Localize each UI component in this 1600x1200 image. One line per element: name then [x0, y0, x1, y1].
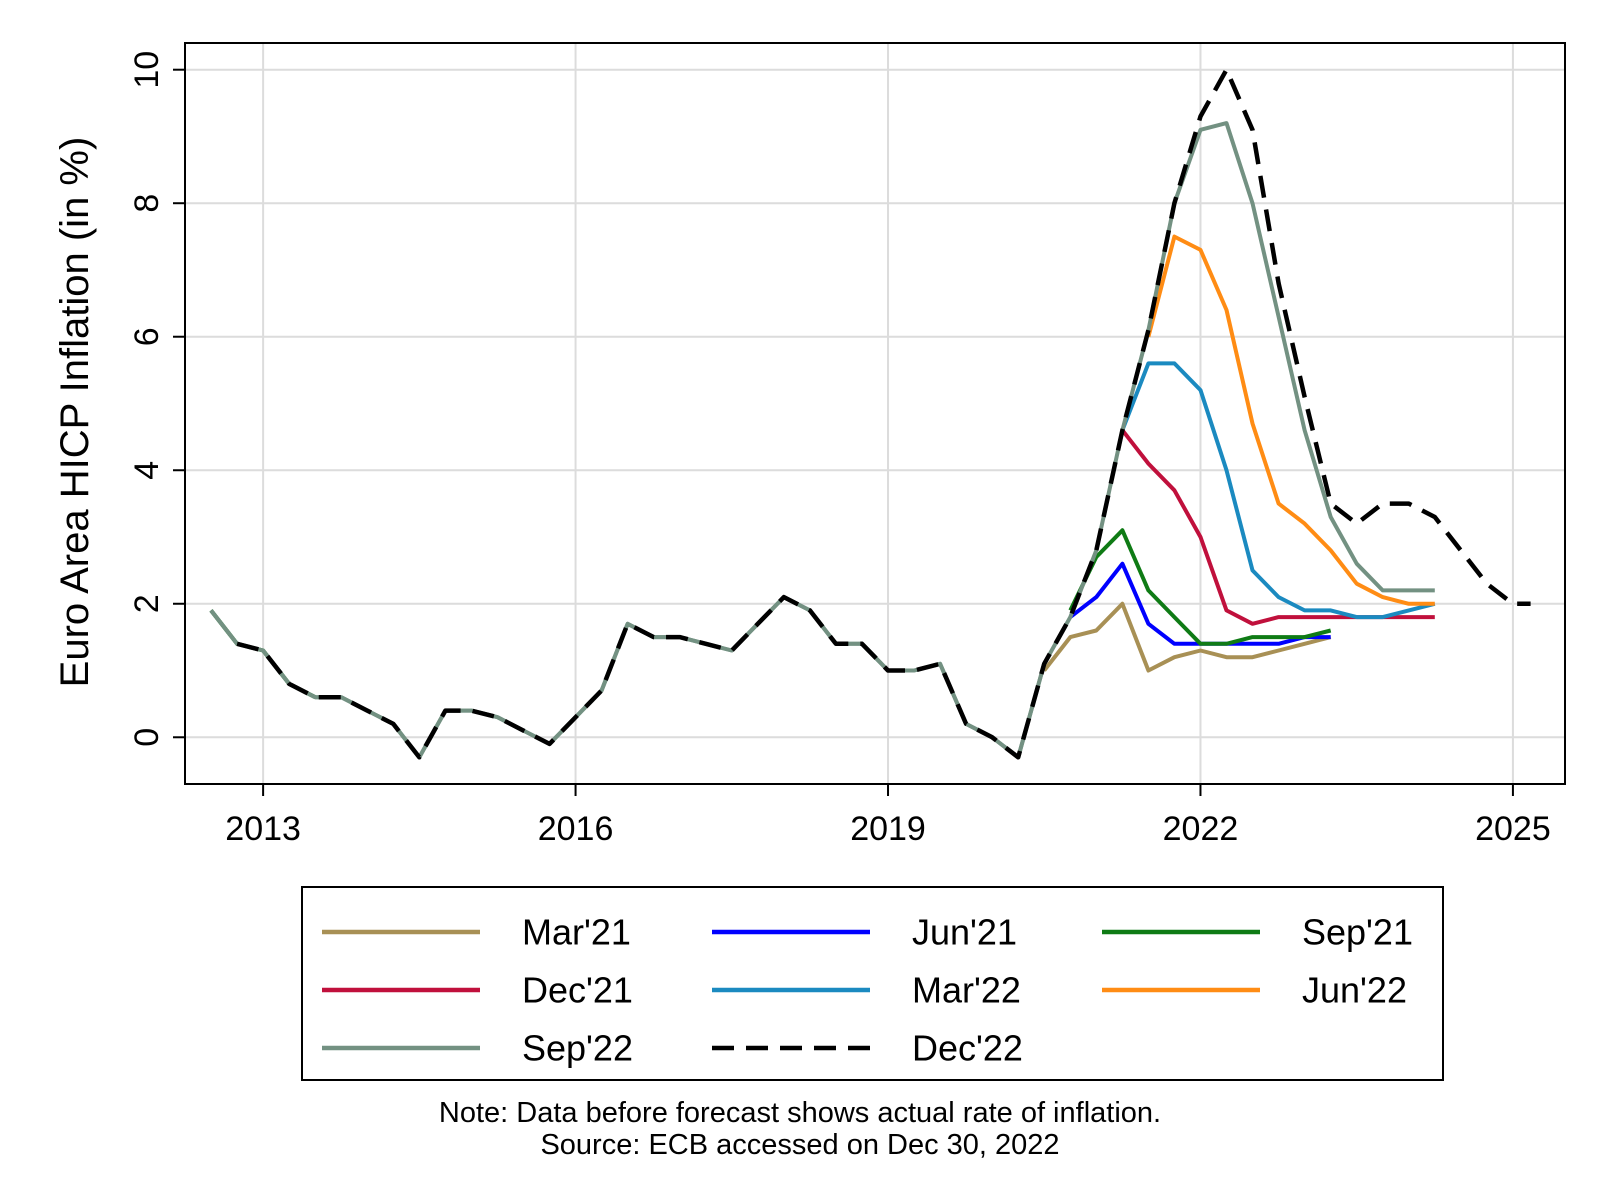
- y-tick-label: 6: [128, 327, 166, 346]
- grid-lines: [185, 43, 1565, 784]
- plot-frame: [184, 42, 1566, 785]
- x-tick-label: 2022: [1163, 810, 1239, 848]
- x-tick-label: 2016: [538, 810, 614, 848]
- x-tick-label: 2025: [1475, 810, 1551, 848]
- legend-label-sep-21: Sep'21: [1302, 912, 1413, 953]
- legend-label-jun-21: Jun'21: [912, 912, 1017, 953]
- series-line-sep-21: [209, 528, 1332, 699]
- source-line: Source: ECB accessed on Dec 30, 2022: [540, 1129, 1060, 1161]
- legend-label-mar-22: Mar'22: [912, 970, 1021, 1011]
- y-tick-label: 10: [128, 51, 166, 89]
- y-axis: 0 2 4 6 8 10: [128, 51, 185, 747]
- series-line-history: [209, 595, 1047, 760]
- x-tick-label: 2013: [225, 810, 301, 848]
- series-line-mar-21: [1042, 601, 1332, 673]
- y-axis-title: Euro Area HICP Inflation (in %): [53, 137, 97, 688]
- x-tick-label: 2019: [850, 810, 926, 848]
- legend-label-mar-21: Mar'21: [522, 912, 631, 953]
- legend-label-sep-22: Sep'22: [522, 1028, 633, 1069]
- chart-note: Note: Data before forecast shows actual …: [0, 1097, 1600, 1161]
- series-line-dec-22: [236, 67, 1531, 760]
- y-tick-label: 4: [128, 461, 166, 480]
- series-line-mar-22: [1120, 361, 1436, 620]
- legend-box: [301, 886, 1444, 1081]
- series-lines: [209, 67, 1531, 760]
- y-tick-label: 2: [128, 594, 166, 613]
- legend: Mar'21 Jun'21 Sep'21 Dec'21 Mar'22 Jun'22 Sep'…: [322, 912, 1413, 1069]
- legend-label-dec-21: Dec'21: [522, 970, 633, 1011]
- legend-label-jun-22: Jun'22: [1302, 970, 1407, 1011]
- y-tick-label: 8: [128, 194, 166, 213]
- series-line-sep-22: [209, 121, 1435, 760]
- note-line: Note: Data before forecast shows actual …: [438, 1097, 1162, 1129]
- series-line-jun-22: [1146, 234, 1435, 606]
- x-axis: 2013 2016 2019 2022 2025: [225, 784, 1551, 848]
- y-tick-label: 0: [128, 728, 166, 747]
- legend-label-dec-22: Dec'22: [912, 1028, 1023, 1069]
